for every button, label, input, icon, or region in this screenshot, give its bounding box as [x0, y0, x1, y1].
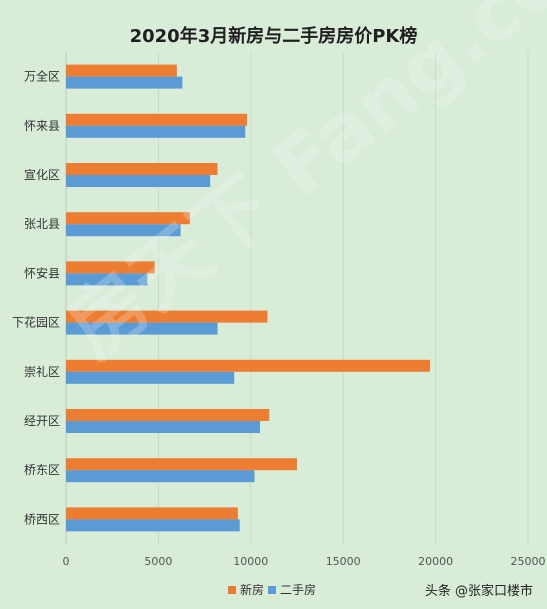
- category-label-1: 怀来县: [24, 119, 60, 133]
- bar-resale-7: [66, 421, 261, 433]
- category-label-4: 怀安县: [24, 265, 60, 280]
- legend-swatch-new: [228, 585, 236, 594]
- legend-swatch-resale: [268, 585, 277, 594]
- bar-new-6: [66, 359, 431, 372]
- category-label-5: 下花园区: [12, 315, 60, 330]
- x-tick-label-2: 10000: [233, 555, 268, 568]
- bar-resale-3: [66, 224, 181, 237]
- bar-resale-9: [66, 519, 240, 532]
- x-tick-label-1: 5000: [144, 555, 172, 568]
- x-tick-label-0: 0: [63, 555, 70, 568]
- bar-resale-6: [66, 371, 235, 384]
- bar-new-2: [66, 163, 218, 175]
- category-label-2: 宣化区: [24, 167, 60, 182]
- bar-new-9: [66, 507, 238, 520]
- legend-label-new: 新房: [240, 583, 265, 597]
- category-label-8: 桥东区: [24, 463, 60, 477]
- category-label-9: 桥西区: [24, 512, 60, 526]
- bar-resale-5: [66, 322, 218, 335]
- bar-resale-8: [66, 470, 255, 483]
- legend: 新房 二手房: [228, 581, 316, 598]
- x-tick-label-3: 15000: [326, 555, 361, 568]
- category-label-6: 崇礼区: [24, 364, 60, 379]
- x-tick-label-4: 20000: [418, 555, 453, 568]
- bar-resale-0: [66, 76, 183, 89]
- bar-new-1: [66, 113, 248, 126]
- category-label-3: 张北县: [24, 217, 60, 231]
- footer-credit: 头条 @张家口楼市: [424, 584, 533, 599]
- category-label-7: 经开区: [24, 414, 60, 428]
- bar-new-8: [66, 458, 297, 471]
- chart-title: 2020年3月新房与二手房房价PK榜: [129, 26, 418, 47]
- bar-new-7: [66, 409, 270, 421]
- bar-resale-4: [66, 273, 148, 286]
- bar-new-4: [66, 261, 155, 274]
- bar-resale-2: [66, 175, 211, 187]
- bar-new-5: [66, 310, 268, 323]
- bar-resale-1: [66, 125, 246, 138]
- x-tick-label-5: 25000: [511, 555, 546, 568]
- legend-label-resale: 二手房: [280, 583, 317, 597]
- bar-new-0: [66, 64, 177, 77]
- category-label-0: 万全区: [24, 69, 60, 84]
- bar-new-3: [66, 212, 190, 225]
